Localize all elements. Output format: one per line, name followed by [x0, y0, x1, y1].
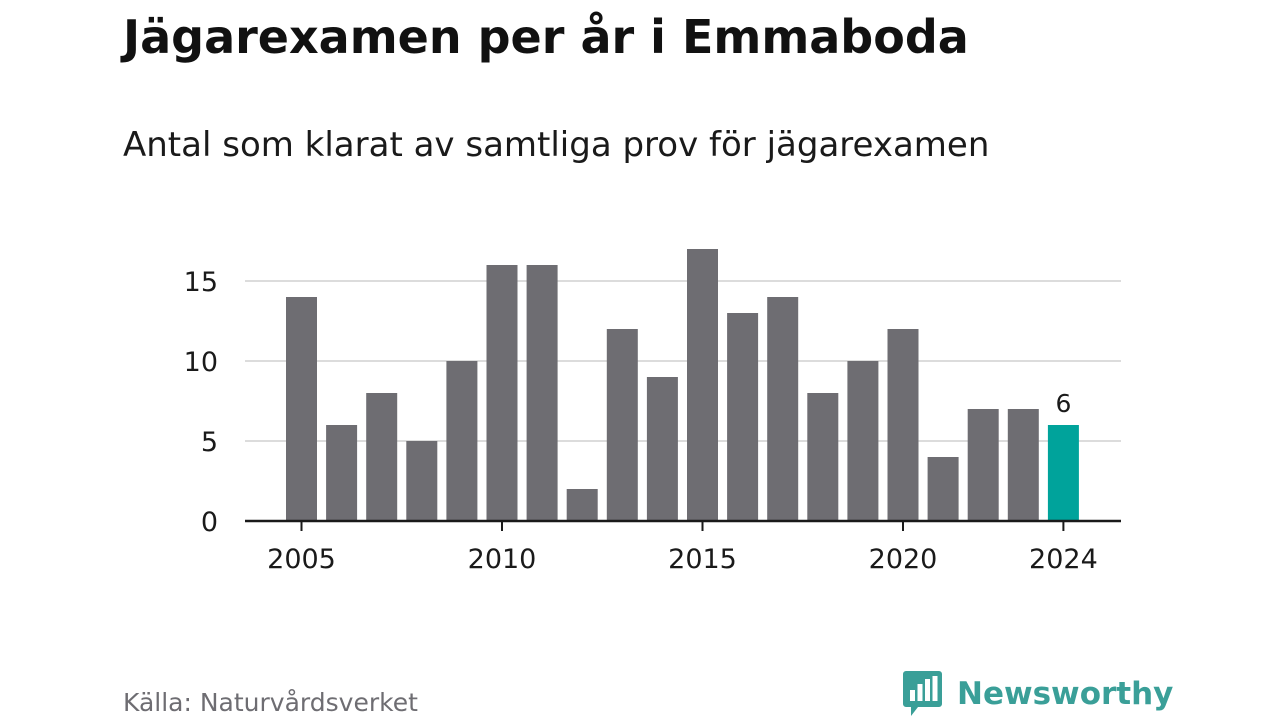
y-tick-label: 5	[201, 427, 218, 458]
source-note: Källa: Naturvårdsverket	[123, 688, 418, 717]
y-tick-label: 10	[184, 347, 218, 378]
bar-2009	[446, 361, 478, 521]
bar-2012	[566, 489, 598, 521]
y-tick-label: 15	[184, 267, 218, 298]
bar-2013	[606, 329, 638, 521]
brand-name: Newsworthy	[957, 676, 1174, 712]
x-tick-label: 2010	[468, 544, 537, 575]
bar-2005	[286, 297, 317, 521]
bar-2020	[887, 329, 919, 521]
bar-2015	[687, 249, 718, 521]
bar-2011	[526, 265, 558, 521]
tick-labels: 0 5 10 15 6 2005 2010 2015 2020 2024	[184, 267, 1098, 575]
bar-2018	[807, 393, 839, 521]
bar-chart-speech-bubble-icon	[903, 671, 942, 716]
bar-2022	[967, 409, 999, 521]
chart-title: Jägarexamen per år i Emmaboda	[123, 10, 969, 64]
x-tick-label: 2015	[668, 544, 737, 575]
brand-logo: Newsworthy	[902, 668, 1173, 720]
bar-2008	[406, 441, 438, 521]
bar-2023	[1007, 409, 1039, 521]
x-tick-label: 2005	[267, 544, 336, 575]
chart-subtitle: Antal som klarat av samtliga prov för jä…	[123, 125, 990, 165]
bar-2019	[847, 361, 879, 521]
bar-2006	[326, 425, 358, 521]
y-tick-label: 0	[201, 507, 218, 538]
bar-2017	[767, 297, 799, 521]
bars	[286, 249, 1079, 521]
bar-2014	[646, 377, 678, 521]
axes	[245, 519, 1121, 531]
bar-2024	[1047, 425, 1079, 521]
x-tick-label: 2020	[869, 544, 938, 575]
bar-2007	[366, 393, 398, 521]
bar-2010	[486, 265, 518, 521]
data-label-2024: 6	[1055, 389, 1071, 418]
bar-2021	[927, 457, 959, 521]
x-tick-label: 2024	[1029, 544, 1098, 575]
bar-2016	[727, 313, 759, 521]
